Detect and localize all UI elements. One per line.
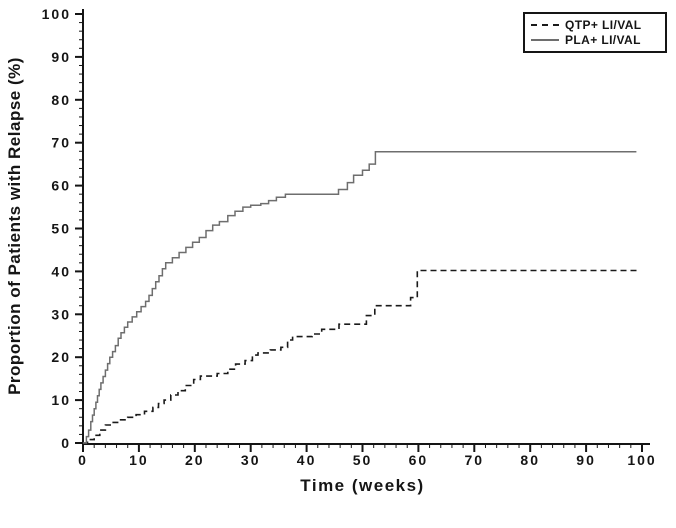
x-tick-label: 90 [576, 452, 596, 468]
y-tick-label: 70 [51, 135, 71, 151]
y-tick-label: 0 [61, 435, 71, 451]
y-tick-label: 10 [51, 392, 71, 408]
y-tick-label: 60 [51, 178, 71, 194]
x-tick-label: 40 [297, 452, 317, 468]
x-tick-label: 20 [185, 452, 205, 468]
x-tick-label: 60 [409, 452, 429, 468]
y-tick-label: 40 [51, 263, 71, 279]
legend-label-qtp: QTP+ LI/VAL [565, 17, 642, 32]
y-tick-label: 80 [51, 92, 71, 108]
x-tick-label: 80 [520, 452, 540, 468]
x-tick-label: 0 [78, 452, 88, 468]
legend-item-qtp: QTP+ LI/VAL [531, 17, 660, 32]
y-tick-label: 90 [51, 49, 71, 65]
x-tick-label: 50 [353, 452, 373, 468]
y-axis-title: Proportion of Patients with Relapse (%) [5, 57, 24, 395]
y-tick-label: 100 [42, 6, 71, 22]
solid-line-sample [531, 38, 559, 41]
legend-item-pla: PLA+ LI/VAL [531, 32, 660, 47]
y-tick-label: 20 [51, 349, 71, 365]
x-tick-label: 70 [465, 452, 485, 468]
legend: QTP+ LI/VAL PLA+ LI/VAL [523, 12, 667, 53]
y-tick-label: 30 [51, 306, 71, 322]
x-axis-title: Time (weeks) [300, 476, 425, 495]
series-curve-pla [83, 150, 637, 444]
x-tick-label: 10 [129, 452, 149, 468]
dashed-line-sample [531, 23, 559, 26]
y-tick-label: 50 [51, 221, 71, 237]
series-curve-qtp [83, 269, 638, 444]
x-tick-label: 30 [241, 452, 261, 468]
x-tick-label: 100 [627, 452, 656, 468]
legend-label-pla: PLA+ LI/VAL [565, 32, 641, 47]
